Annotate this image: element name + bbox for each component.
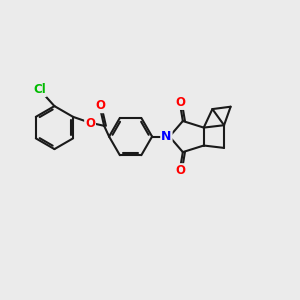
- Text: O: O: [176, 96, 185, 109]
- Text: O: O: [95, 99, 106, 112]
- Text: N: N: [161, 130, 172, 143]
- Text: O: O: [176, 164, 185, 177]
- Text: Cl: Cl: [33, 83, 46, 96]
- Text: O: O: [85, 117, 95, 130]
